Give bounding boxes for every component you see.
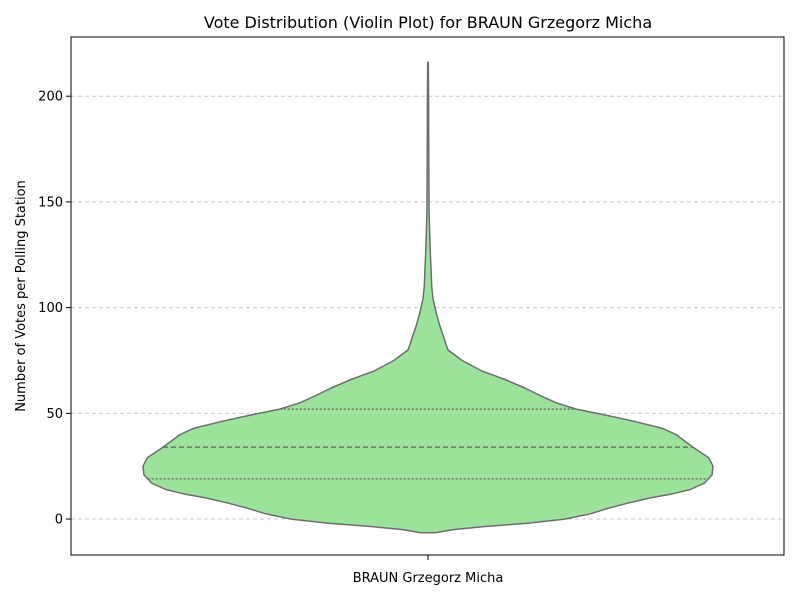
chart-title: Vote Distribution (Violin Plot) for BRAU… bbox=[204, 13, 652, 32]
violin-body bbox=[142, 61, 714, 534]
x-axis-ticks: BRAUN Grzegorz Micha bbox=[353, 555, 504, 586]
quartile-lines bbox=[147, 408, 709, 480]
y-tick-label: 0 bbox=[55, 513, 63, 528]
y-axis-ticks: 0 50 100 150 200 bbox=[38, 90, 71, 528]
violin-body-group bbox=[142, 61, 714, 534]
y-tick-label: 150 bbox=[38, 195, 63, 210]
y-tick-label: 50 bbox=[46, 407, 63, 422]
y-axis-label: Number of Votes per Polling Station bbox=[14, 180, 29, 412]
y-tick-label: 200 bbox=[38, 90, 63, 105]
y-tick-label: 100 bbox=[38, 301, 63, 316]
x-tick-label: BRAUN Grzegorz Micha bbox=[353, 571, 504, 586]
